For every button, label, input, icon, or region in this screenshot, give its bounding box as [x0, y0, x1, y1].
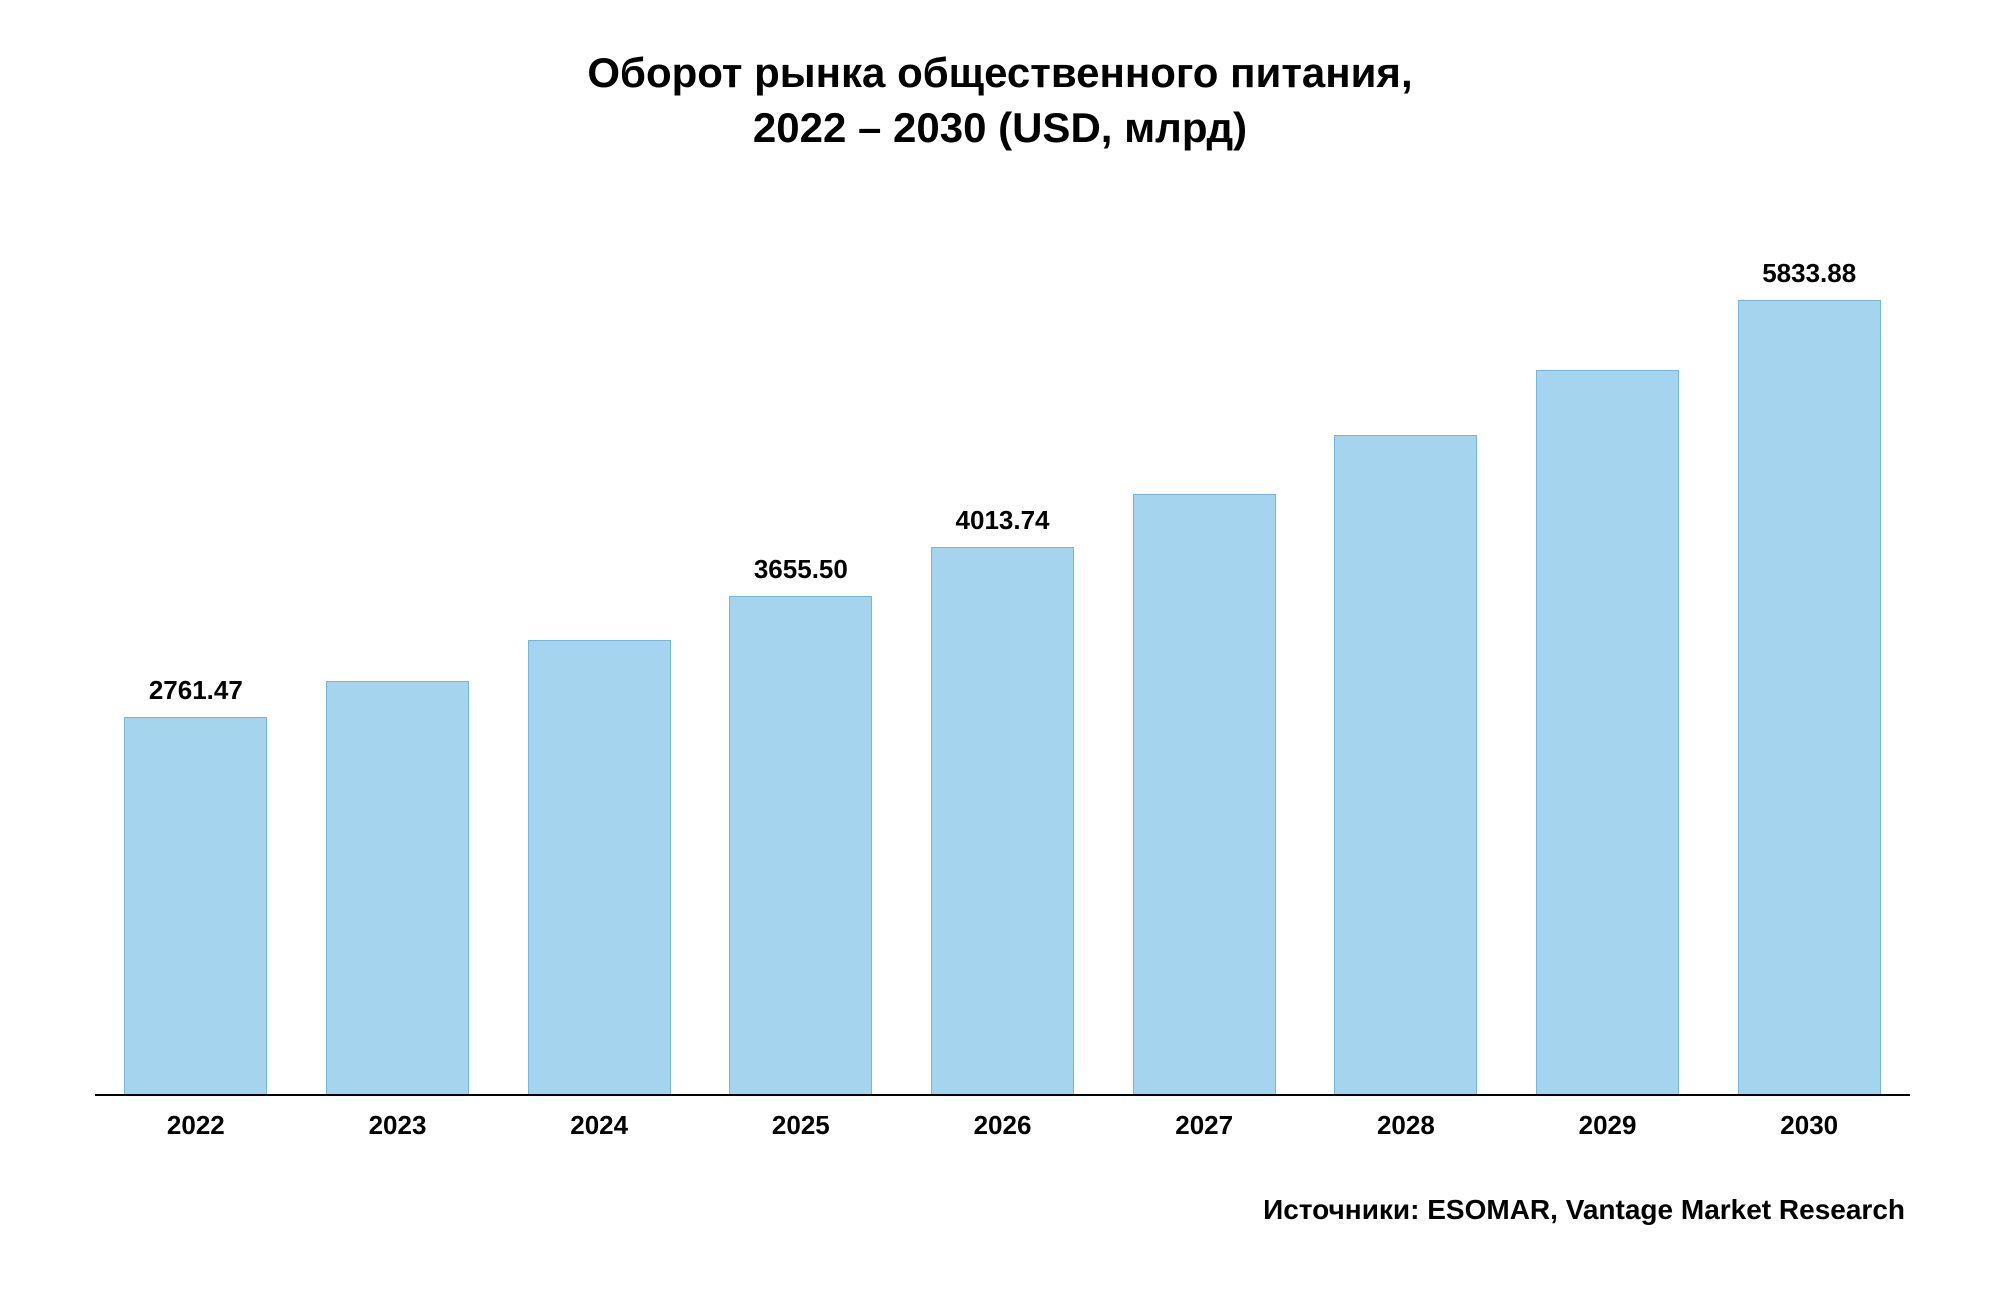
bar-slot — [297, 210, 499, 1094]
bar-value-label: 4013.74 — [956, 505, 1050, 548]
bar-slot: 4013.74 — [902, 210, 1104, 1094]
bar — [326, 681, 469, 1094]
bar: 3655.50 — [729, 596, 872, 1094]
x-axis-label: 2029 — [1507, 1110, 1709, 1141]
bar: 5833.88 — [1738, 300, 1881, 1094]
bar: 4013.74 — [931, 547, 1074, 1094]
bar — [1334, 435, 1477, 1094]
bar: 2761.47 — [124, 717, 267, 1094]
bar-slot — [1103, 210, 1305, 1094]
bar-slot: 2761.47 — [95, 210, 297, 1094]
bar-slot — [498, 210, 700, 1094]
bar — [1536, 370, 1679, 1094]
bar-value-label: 2761.47 — [149, 675, 243, 718]
x-axis-label: 2028 — [1305, 1110, 1507, 1141]
chart-title-line2: 2022 – 2030 (USD, млрд) — [0, 101, 2000, 156]
chart-title-line1: Оборот рынка общественного питания, — [0, 46, 2000, 101]
bars-group: 2761.47 3655.50 4013.74 5833.88 — [95, 210, 1910, 1094]
x-axis-label: 2030 — [1708, 1110, 1910, 1141]
bar-slot — [1305, 210, 1507, 1094]
x-axis-label: 2025 — [700, 1110, 902, 1141]
bar-slot — [1507, 210, 1709, 1094]
bar — [1133, 494, 1276, 1094]
x-axis-label: 2023 — [297, 1110, 499, 1141]
bar — [528, 640, 671, 1094]
chart-title: Оборот рынка общественного питания, 2022… — [0, 0, 2000, 155]
chart-container: Оборот рынка общественного питания, 2022… — [0, 0, 2000, 1296]
bar-slot: 5833.88 — [1708, 210, 1910, 1094]
x-axis-label: 2027 — [1103, 1110, 1305, 1141]
bar-value-label: 5833.88 — [1762, 258, 1856, 301]
x-axis-label: 2022 — [95, 1110, 297, 1141]
source-caption: Источники: ESOMAR, Vantage Market Resear… — [1263, 1194, 1905, 1226]
x-axis-label: 2024 — [498, 1110, 700, 1141]
x-axis-label: 2026 — [902, 1110, 1104, 1141]
bar-slot: 3655.50 — [700, 210, 902, 1094]
x-axis-labels: 202220232024202520262027202820292030 — [95, 1110, 1910, 1141]
plot-area: 2761.47 3655.50 4013.74 5833.88 — [95, 210, 1910, 1096]
bar-value-label: 3655.50 — [754, 554, 848, 597]
